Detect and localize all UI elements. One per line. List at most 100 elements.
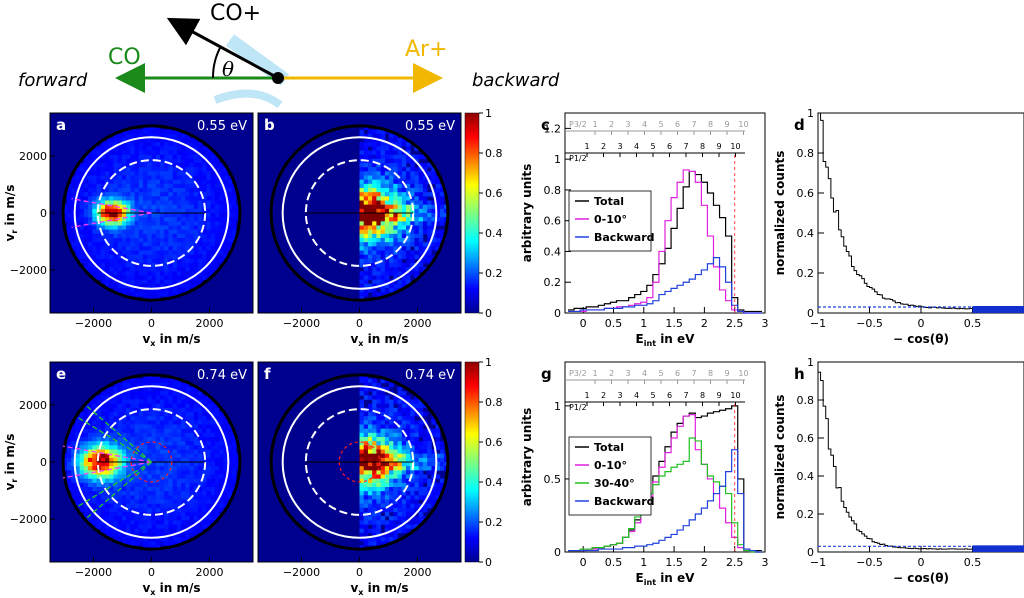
y-tick-label: 0.4	[797, 227, 815, 240]
panel-tag: h	[794, 365, 805, 383]
y-axis-label: normalized counts	[773, 395, 787, 520]
p32-tick-label: 8	[708, 120, 713, 129]
theta-arc	[211, 45, 222, 79]
series-line-3040	[568, 437, 762, 553]
x-axis-label: Eint in eV	[636, 571, 696, 587]
panel-tag: b	[264, 116, 275, 134]
energy-label: 0.74 eV	[405, 368, 455, 383]
x-tick-label: 0	[918, 556, 925, 569]
y-tick-label: 0	[807, 546, 814, 559]
forward-label: forward	[18, 70, 88, 91]
panel-tag: c	[541, 116, 550, 134]
y-tick-label: 0	[40, 207, 47, 220]
p12-tick-label: 6	[667, 391, 672, 400]
backward-label: backward	[472, 70, 560, 91]
p12-label: P1/2	[569, 154, 587, 163]
cone-line-30-40	[85, 461, 152, 520]
x-tick-label: 1.5	[665, 556, 683, 569]
x-tick-label: −2000	[75, 317, 112, 330]
legend-entry: 0-10°	[594, 213, 627, 226]
y-axis-label: arbitrary units	[520, 164, 534, 262]
colorbar-tick-label: 0.2	[485, 516, 503, 529]
energy-label: 0.55 eV	[197, 119, 247, 134]
p32-tick-label: 1	[592, 369, 597, 378]
colorbar-tick-label: 0.2	[485, 267, 503, 280]
velocity-image-b: b 0.55 eV −2000 0 2000 vx in m/s	[257, 112, 462, 348]
y-tick-label: 2000	[19, 399, 47, 412]
y-tick-label: 0.4	[797, 470, 815, 483]
colorbar-tick-label: 0.4	[485, 476, 503, 489]
colorbar-tick-label: 0.6	[485, 436, 503, 449]
outer-ring-dark	[61, 124, 242, 302]
x-tick-label: 2	[701, 317, 708, 330]
y-tick-label: 0.2	[797, 508, 815, 521]
colorbars: 1 0.8 0.6 0.4 0.2 0 1 0.8 0.6 0.4 0.2 0	[464, 107, 503, 569]
y-tick-label: 1	[807, 107, 814, 120]
level-scale: P3/2 P1/2 1 2 3 4 5 6 7 8 9 10 1 2 3 4 5 6 7 8 9 10	[565, 369, 749, 412]
p12-tick-label: 1	[584, 391, 589, 400]
p12-tick-label: 8	[700, 142, 705, 151]
y-axis-label: vr in m/s	[3, 185, 19, 242]
p12-tick-label: 9	[716, 142, 721, 151]
panel-tag: g	[541, 365, 552, 383]
panel-tag: e	[56, 365, 66, 383]
legend-entry: 30-40°	[594, 477, 635, 490]
colorbar-tick-label: 0	[485, 307, 492, 320]
x-tick-label: 0.5	[605, 317, 623, 330]
y-axis-label: vr in m/s	[3, 434, 19, 491]
x-tick-label: 3	[762, 317, 769, 330]
image-pixels	[62, 125, 241, 301]
p32-label: P3/2	[569, 120, 587, 129]
outer-ring	[73, 136, 230, 290]
y-tick-label: 1	[554, 400, 561, 413]
x-tick-label: 0	[356, 317, 363, 330]
panel-tag: f	[264, 365, 271, 383]
y-tick-label: 0	[554, 546, 561, 559]
x-tick-label: 2000	[404, 317, 432, 330]
outer-ring	[73, 385, 230, 539]
ar-plus-label: Ar+	[405, 37, 448, 62]
x-tick-label: 2000	[404, 566, 432, 579]
x-tick-label: 0	[580, 556, 587, 569]
p32-tick-label: 3	[625, 120, 630, 129]
x-tick-label: −1	[810, 317, 826, 330]
y-tick-label: 0.5	[544, 473, 562, 486]
inner-dashed-ring	[304, 408, 415, 516]
p12-tick-label: 7	[683, 391, 688, 400]
y-tick-label: 1	[807, 356, 814, 369]
x-tick-label: −2000	[283, 317, 320, 330]
p12-tick-label: 2	[601, 142, 606, 151]
y-tick-label: 0.2	[544, 276, 562, 289]
legend: Total 0-10° Backward	[568, 190, 655, 252]
red-dotted-circle	[338, 441, 381, 483]
p32-label: P3/2	[569, 369, 587, 378]
p32-tick-label: 2	[609, 369, 614, 378]
x-tick-label: 2.5	[726, 556, 744, 569]
x-tick-label: 0.5	[964, 317, 982, 330]
colorbar-gradient	[464, 361, 480, 563]
outer-ring-dark	[269, 124, 450, 302]
y-tick-label: 0	[807, 307, 814, 320]
x-tick-label: 1.5	[665, 317, 683, 330]
y-tick-label: 0.8	[797, 394, 815, 407]
backward-region-fill	[972, 545, 1024, 552]
level-scale: P3/2 P1/2 1 2 3 4 5 6 7 8 9 10 1 2 3 4 5 6 7 8 9 10	[565, 120, 749, 163]
x-axis-label: vx in m/s	[142, 581, 200, 597]
p12-tick-label: 3	[617, 391, 622, 400]
geometry-diagram: CO+ CO Ar+ θ forward backward	[18, 1, 560, 109]
y-tick-label: 0	[40, 456, 47, 469]
series-line-backward	[568, 257, 762, 314]
co-label: CO	[108, 45, 141, 70]
p32-tick-label: 9	[724, 120, 729, 129]
y-tick-label: 0.6	[544, 215, 562, 228]
panel-tag: d	[794, 116, 805, 134]
panel-tag: a	[56, 116, 66, 134]
x-tick-label: −0.5	[856, 317, 883, 330]
theta-label: θ	[222, 57, 234, 81]
p12-tick-label: 9	[716, 391, 721, 400]
inner-dashed-ring	[304, 159, 415, 267]
chart-h: −1 −0.5 0 0.5 0 0.2 0.4 0.6 0.8 1 − cos(θ) h normali…	[773, 356, 1024, 585]
y-tick-label: 0.8	[544, 184, 562, 197]
p32-tick-label: 9	[724, 369, 729, 378]
